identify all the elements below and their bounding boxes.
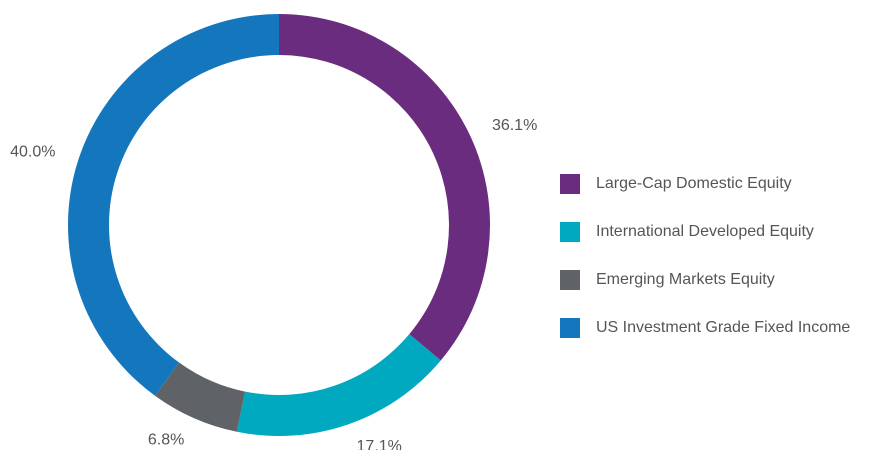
legend-swatch — [560, 318, 580, 338]
legend-swatch — [560, 174, 580, 194]
slice — [279, 14, 491, 361]
slice — [68, 14, 279, 396]
legend-label: Emerging Markets Equity — [596, 271, 775, 288]
legend-swatch — [560, 270, 580, 290]
slice — [154, 362, 246, 432]
legend-label: International Developed Equity — [596, 223, 814, 240]
legend-label: Large-Cap Domestic Equity — [596, 175, 792, 192]
value-label: 40.0% — [10, 144, 55, 161]
value-label: 6.8% — [148, 431, 184, 448]
legend-swatch — [560, 222, 580, 242]
slice — [236, 334, 441, 436]
legend-label: US Investment Grade Fixed Income — [596, 319, 850, 336]
value-label: 17.1% — [357, 438, 402, 450]
value-label: 36.1% — [492, 117, 537, 134]
